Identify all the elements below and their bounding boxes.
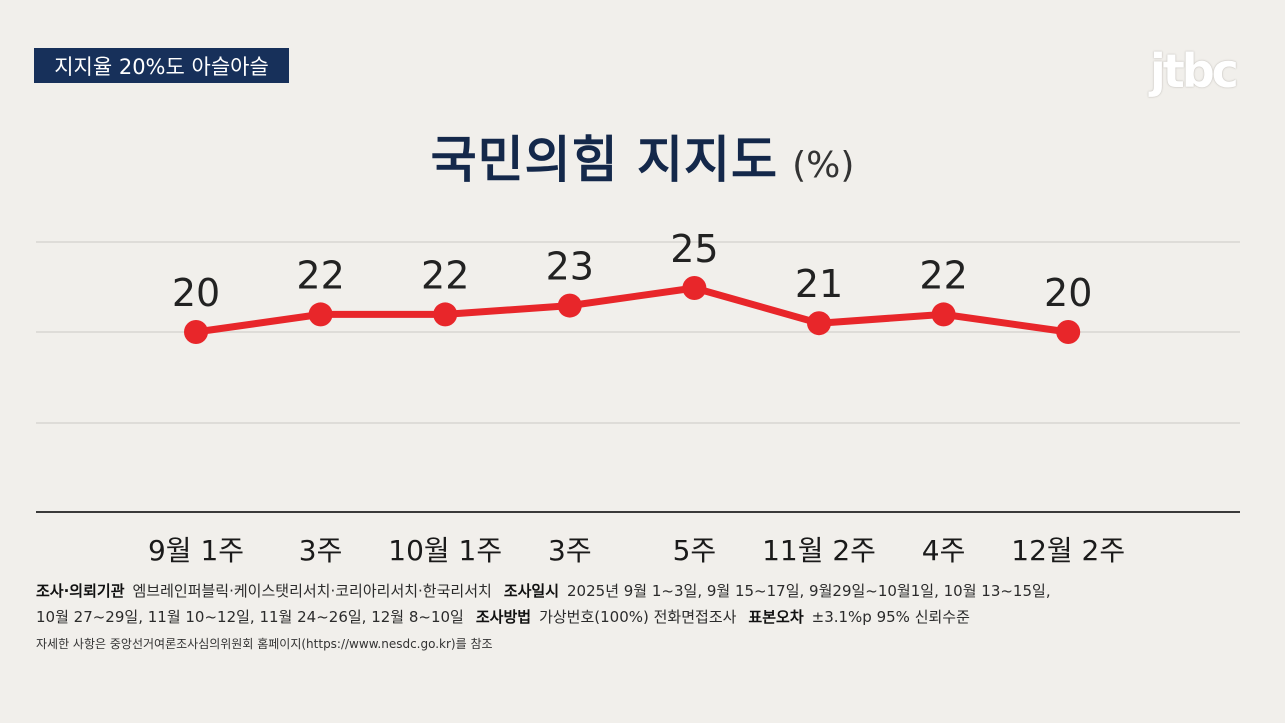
error-label: 표본오차	[748, 608, 804, 626]
data-label-7: 20	[1044, 271, 1092, 315]
method-value: 가상번호(100%) 전화면접조사	[539, 608, 737, 626]
chart-title: 국민의힘 지지도 (%)	[0, 120, 1285, 190]
data-label-6: 22	[919, 253, 967, 297]
jtbc-logo: jtbc	[1150, 44, 1239, 98]
series-line	[192, 284, 1072, 336]
x-tick-label-4: 5주	[673, 534, 717, 567]
data-label-3: 23	[546, 245, 594, 289]
data-label-2: 22	[421, 253, 469, 297]
survey-footer: 조사·의뢰기관 엠브레인퍼블릭·케이스탯리서치·코리아리서치·한국리서치 조사일시 2…	[36, 578, 1256, 654]
org-label: 조사·의뢰기관	[36, 582, 125, 600]
data-label-1: 22	[296, 253, 344, 297]
footer-line-1: 조사·의뢰기관 엠브레인퍼블릭·케이스탯리서치·코리아리서치·한국리서치 조사일시 2…	[36, 578, 1256, 604]
footer-note: 자세한 사항은 중앙선거여론조사심의위원회 홈페이지(https://www.n…	[36, 637, 493, 651]
x-tick-label-7: 12월 2주	[1011, 534, 1125, 567]
x-tick-label-1: 3주	[299, 534, 343, 567]
chart-title-unit: (%)	[792, 145, 855, 186]
data-label-5: 21	[795, 262, 843, 306]
x-tick-label-5: 11월 2주	[762, 534, 876, 567]
date-label: 조사일시	[503, 582, 560, 600]
error-value: ±3.1%p 95% 신뢰수준	[811, 608, 970, 626]
x-tick-label-2: 10월 1주	[388, 534, 502, 567]
data-point-0	[184, 320, 208, 344]
headline-badge: 지지율 20%도 아슬아슬	[34, 48, 289, 83]
data-point-1	[308, 302, 333, 327]
footer-line-2: 10월 27~29일, 11월 10~12일, 11월 24~26일, 12월 …	[36, 604, 1256, 630]
date-value-1: 2025년 9월 1~3일, 9월 15~17일, 9월29일~10월1일, 1…	[567, 582, 1051, 600]
data-label-4: 25	[670, 227, 718, 271]
org-value: 엠브레인퍼블릭·케이스탯리서치·코리아리서치·한국리서치	[132, 582, 492, 600]
data-point-2	[433, 302, 458, 327]
x-tick-label-3: 3주	[548, 534, 592, 567]
x-tick-label-0: 9월 1주	[148, 534, 244, 567]
method-label: 조사방법	[475, 608, 532, 626]
data-point-3	[557, 293, 582, 318]
data-label-0: 20	[172, 271, 220, 315]
date-value-2: 10월 27~29일, 11월 10~12일, 11월 24~26일, 12월 …	[36, 608, 464, 626]
x-tick-label-6: 4주	[922, 534, 966, 567]
data-point-4	[682, 276, 707, 300]
data-point-7	[1056, 320, 1081, 344]
data-point-5	[807, 311, 831, 336]
chart-title-text: 국민의힘 지지도	[430, 131, 779, 189]
data-point-6	[931, 302, 956, 327]
